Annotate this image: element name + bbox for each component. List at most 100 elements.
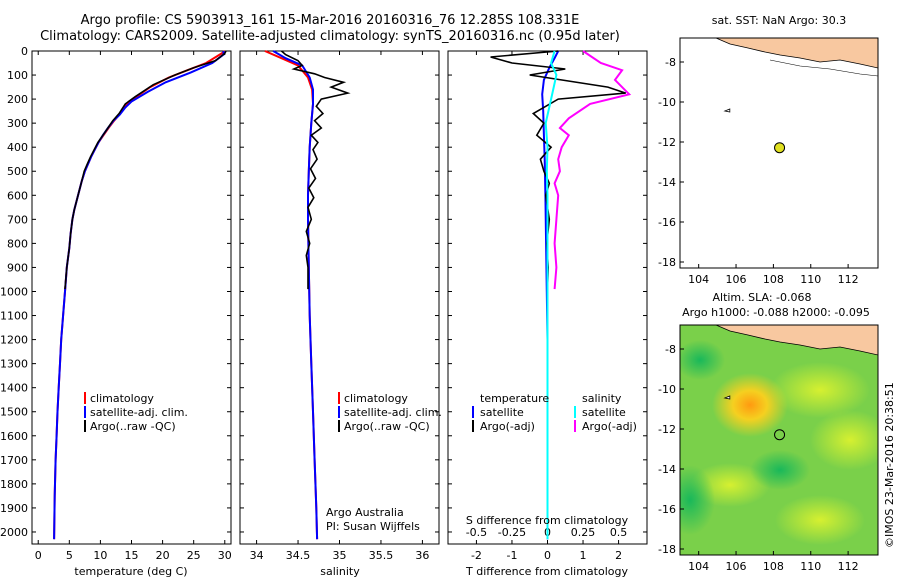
map-x-tick-label: 112 <box>838 273 859 286</box>
map-x-tick-label: 108 <box>763 560 784 573</box>
legend-swatch-s-satellite <box>574 406 576 418</box>
salinity-xlabel: salinity <box>320 565 360 578</box>
x-tick-label: -1 <box>506 549 517 562</box>
depth-tick-label: 500 <box>7 165 28 178</box>
map-y-tick-label: -10 <box>658 96 676 109</box>
x-tick-label: 35.5 <box>369 549 394 562</box>
t-diff-xlabel: T difference from climatology <box>465 565 628 578</box>
legend-label-s-argo: Argo(-adj) <box>582 420 637 433</box>
map-x-tick-label: 110 <box>800 560 821 573</box>
argo-float-marker <box>774 429 786 441</box>
series-line-satellite-adj-clim <box>53 51 225 540</box>
sst-map-title: sat. SST: NaN Argo: 30.3 <box>712 14 846 27</box>
x-tick-label: 2 <box>615 549 622 562</box>
legend-swatch-t-argo <box>472 420 474 432</box>
depth-tick-label: 1500 <box>0 406 28 419</box>
sla-anomaly <box>775 495 865 545</box>
legend-swatch-climatology <box>84 392 86 404</box>
depth-tick-label: 200 <box>7 93 28 106</box>
legend-swatch-t-satellite <box>472 406 474 418</box>
map-x-tick-label: 106 <box>726 560 747 573</box>
depth-tick-label: 600 <box>7 189 28 202</box>
x-tick-label: 1 <box>580 549 587 562</box>
depth-tick-label: 1900 <box>0 502 28 515</box>
legend-swatch-argo <box>84 420 86 432</box>
series-line-satellite-adj-clim <box>272 50 319 540</box>
difference-legend: temperature satellite Argo(-adj) salinit… <box>472 392 637 433</box>
map-y-tick-label: -8 <box>665 343 676 356</box>
sla-field <box>680 325 878 555</box>
legend-label-climatology: climatology <box>344 392 408 405</box>
depth-tick-label: 1700 <box>0 454 28 467</box>
map-y-tick-label: -16 <box>658 503 676 516</box>
legend-swatch-s-argo <box>574 420 576 432</box>
map-y-tick-label: -12 <box>658 136 676 149</box>
series-line-salinity-argo-adj <box>553 50 632 290</box>
attribution-line1: Argo Australia <box>326 506 404 519</box>
x-tick-label: 0 <box>544 549 551 562</box>
x-tick-label: 25 <box>187 549 201 562</box>
s-diff-xlabel: S difference from climatology <box>466 514 629 527</box>
argo-float-marker <box>774 142 786 154</box>
legend-swatch-satellite <box>84 406 86 418</box>
x-tick-label: 36 <box>415 549 429 562</box>
legend-label-t-argo: Argo(-adj) <box>480 420 535 433</box>
depth-tick-label: 2000 <box>0 526 28 539</box>
legend-label-t-satellite: satellite <box>480 406 524 419</box>
map-y-tick-label: -16 <box>658 216 676 229</box>
legend-title-temperature: temperature <box>480 392 549 405</box>
depth-tick-label: 1200 <box>0 334 28 347</box>
map-y-tick-label: -18 <box>658 256 676 269</box>
sla-anomaly <box>810 410 878 470</box>
attribution-line2: PI: Susan Wijffels <box>326 520 420 533</box>
x-tick-label: 34 <box>250 549 264 562</box>
legend-label-s-satellite: satellite <box>582 406 626 419</box>
island-marker <box>723 395 731 400</box>
map-x-tick-label: 112 <box>838 560 859 573</box>
sla-anomaly <box>770 362 870 418</box>
x2-tick-label: 0.25 <box>571 526 596 539</box>
map-y-tick-label: -8 <box>665 56 676 69</box>
temperature-legend: climatology satellite-adj. clim. Argo(..… <box>84 392 188 433</box>
sla-map-title1: Altim. SLA: -0.068 <box>712 291 811 304</box>
map-y-tick-label: -12 <box>658 423 676 436</box>
sst-map-land <box>715 38 878 69</box>
depth-tick-label: 400 <box>7 141 28 154</box>
depth-tick-label: 1400 <box>0 382 28 395</box>
sst-map-frame <box>679 37 879 269</box>
x-tick-label: 35 <box>333 549 347 562</box>
sla-anomaly <box>680 465 715 535</box>
figure-title-line2: Climatology: CARS2009. Satellite-adjuste… <box>40 29 620 44</box>
series-line-satellite <box>541 50 560 540</box>
legend-swatch-satellite <box>338 406 340 418</box>
sst-map-coast2 <box>769 59 878 77</box>
map-x-tick-label: 108 <box>763 273 784 286</box>
depth-tick-label: 1000 <box>0 285 28 298</box>
depth-tick-label: 1100 <box>0 310 28 323</box>
figure-title-line1: Argo profile: CS 5903913_161 15-Mar-2016… <box>80 13 580 28</box>
map-x-tick-label: 110 <box>800 273 821 286</box>
credit-stamp: ©IMOS 23-Mar-2016 20:38:51 <box>883 382 896 548</box>
x-tick-label: 5 <box>66 549 73 562</box>
map-y-tick-label: -10 <box>658 383 676 396</box>
sla-map-frame <box>679 324 879 556</box>
depth-tick-label: 900 <box>7 261 28 274</box>
legend-label-argo: Argo(..raw -QC) <box>344 420 430 433</box>
legend-label-satellite: satellite-adj. clim. <box>90 406 188 419</box>
depth-tick-label: 100 <box>7 69 28 82</box>
map-y-tick-label: -18 <box>658 543 676 556</box>
depth-tick-label: 0 <box>21 45 28 58</box>
temperature-panel <box>31 50 232 545</box>
x-tick-label: 15 <box>125 549 139 562</box>
salinity-legend: climatology satellite-adj. clim. Argo(..… <box>326 392 442 533</box>
map-y-tick-label: -14 <box>658 176 676 189</box>
series-line-argo-raw-qc <box>64 50 227 290</box>
map-x-tick-label: 104 <box>688 273 709 286</box>
series-line-salinity-satellite <box>544 50 558 540</box>
series-line-climatology <box>53 50 226 540</box>
series-line-argo-adj <box>490 50 626 290</box>
series-line-argo-raw-qc <box>280 50 351 290</box>
depth-tick-label: 1600 <box>0 430 28 443</box>
legend-swatch-argo <box>338 420 340 432</box>
